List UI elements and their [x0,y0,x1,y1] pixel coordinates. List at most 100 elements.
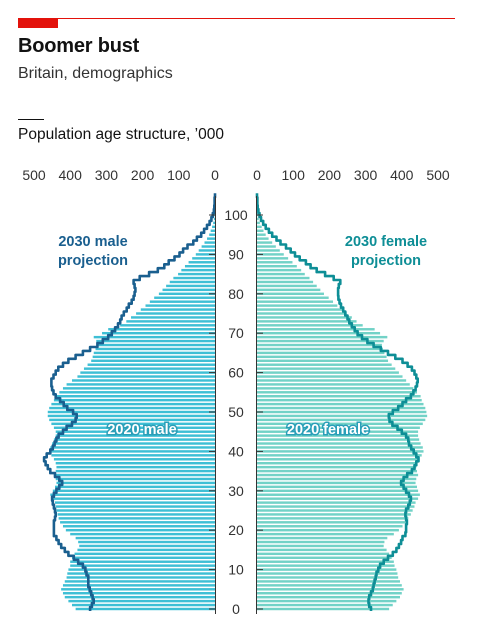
male-2020-bar [47,410,216,414]
series-labels-layer: 2030 male projection 2030 female projection… [58,234,427,440]
male-2020-bar [64,595,216,599]
female-2020-bar [257,343,382,347]
projection-lines-layer [42,193,420,611]
female-2020-bar [257,552,390,556]
male-value-tick-label: 400 [59,167,83,183]
male-2020-bar [204,241,215,244]
female-2020-bar [257,434,419,437]
male-2020-bar [68,599,215,603]
female-value-tick-label: 200 [318,167,342,183]
female-2020-bar [257,312,347,315]
male-2020-bar [213,221,215,225]
male-2020-bar [120,324,215,327]
male-2020-bar [51,454,215,457]
male-2020-bar [49,406,216,410]
female-2020-bar [257,261,293,264]
male-2020-bar [60,521,216,524]
female-2020-bar [257,430,419,433]
male-2020-bar [53,398,215,402]
male-2020-bar [55,477,215,481]
female-2020-bar [257,320,357,323]
male-2020-bar [55,430,215,433]
female-2020-bar [257,410,427,414]
male-2020-bar [50,493,215,496]
male-2020-bar [158,292,215,296]
female-2020-bar [257,489,419,493]
female-value-tick-label: 0 [253,167,261,183]
male-2020-bar [79,544,215,548]
female-2020-bar [257,328,375,331]
female-2020-bar [257,355,387,359]
female-2020-bar [257,339,384,343]
male-2020-bar [54,501,215,504]
female-2020-bar [257,398,422,402]
female-2020-bar [257,233,266,236]
female-2020-bar [257,280,314,284]
chart-title-rule [18,119,44,120]
male-2020-bar [75,536,215,540]
male-2020-bar [62,525,216,528]
male-2020-bar [140,308,215,311]
male-2020-bar [92,355,215,359]
female-2020-bar [257,422,423,426]
male-2020-bar [184,264,215,268]
female-2020-bar [257,584,402,587]
male-2020-bar [209,233,215,236]
male-2020-bar [56,481,215,485]
male-2020-bar [52,497,215,500]
female-2020-bar [257,509,413,512]
female-2020-bar [257,568,397,571]
female-2020-label-halo: 2020 female [287,422,369,438]
male-2020-bar [210,229,215,232]
female-value-tick-label: 100 [282,167,306,183]
male-2020-bar [47,414,216,418]
male-2020-bar [74,552,215,556]
female-2020-bar [257,217,259,221]
female-2020-bar [257,308,343,311]
age-tick-label: 40 [228,443,244,459]
female-2020-bar [257,564,395,567]
male-2020-bar [67,572,215,575]
male-2020-bar [62,387,216,390]
female-2020-bar [257,473,419,477]
female-2020-bar [257,237,269,240]
age-tick-label: 20 [228,522,244,538]
male-value-tick-label: 200 [131,167,155,183]
female-2020-bar [257,580,400,583]
male-value-tick-label: 100 [167,167,191,183]
female-2030-projection-line [255,193,420,611]
male-2020-bar [78,540,215,544]
male-2020-bar [65,528,215,532]
male-2020-bar [58,517,216,520]
male-2020-bar [57,513,215,516]
female-2020-label: 2020 female [287,422,369,438]
age-tick-label: 70 [228,325,244,341]
female-2020-bar [257,241,273,244]
female-2020-bar [257,292,324,296]
male-2020-label-halo: 2020 male [107,422,176,438]
male-2020-bar [83,367,216,370]
male-2020-bar [75,607,215,611]
male-2020-bar [97,343,215,347]
female-2020-bar [257,505,415,508]
top-accent-tag [18,18,58,28]
male-2020-bar [53,438,215,441]
male-2020-bar [169,280,215,284]
female-2020-bar [257,595,400,599]
female-2020-bar [257,367,396,370]
male-2020-bar [95,347,215,351]
male-2020-bar [59,391,216,394]
female-2020-bar [257,493,420,496]
female-2020-bar [257,316,352,319]
age-tick-label: 30 [228,483,244,499]
female-2020-bar [257,272,305,276]
female-2020-bar [257,371,399,374]
chart-title: Population age structure, ’000 [18,126,224,143]
female-2020-bar [257,387,414,390]
page-subtitle: Britain, demographics [18,65,173,82]
female-2020-bar [257,465,417,469]
male-2020-bar [162,288,215,292]
female-2020-bar [257,300,334,303]
male-2020-bar [70,532,215,536]
